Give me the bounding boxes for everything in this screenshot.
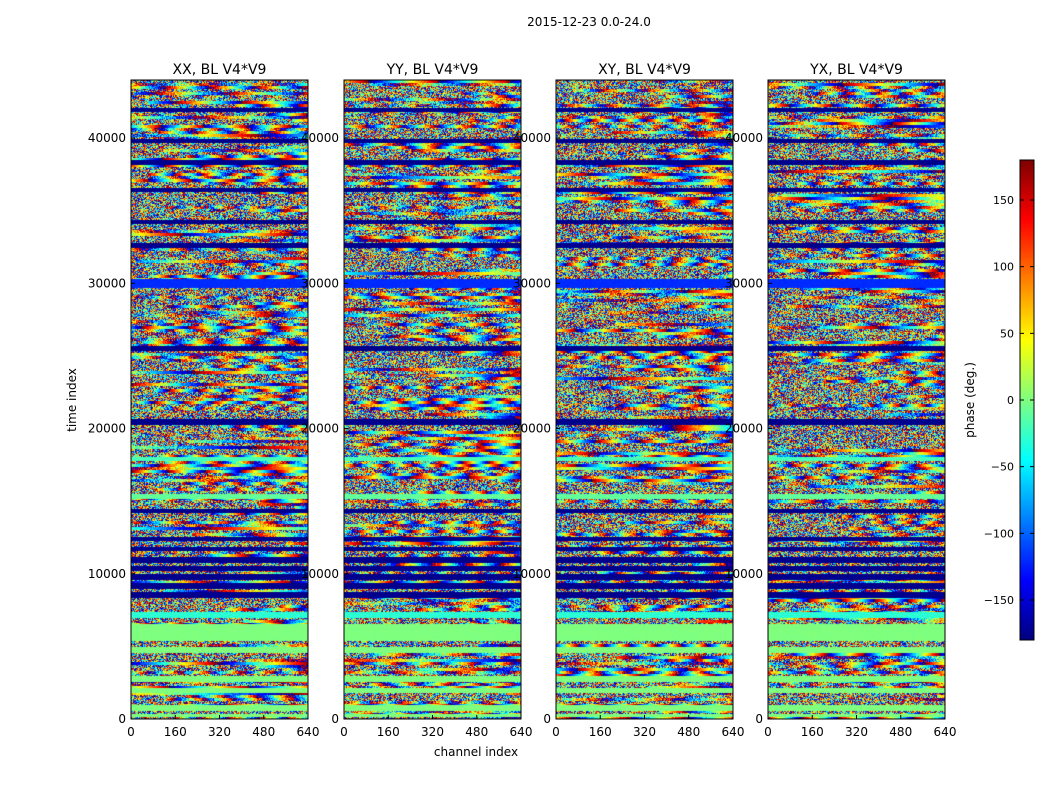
y-tick-label: 30000 bbox=[88, 276, 126, 290]
x-tick-label: 160 bbox=[164, 725, 187, 739]
y-tick-label: 20000 bbox=[88, 422, 126, 436]
colorbar-label: phase (deg.) bbox=[963, 362, 977, 438]
x-tick-label: 640 bbox=[297, 725, 320, 739]
x-tick-label: 480 bbox=[252, 725, 275, 739]
x-tick-label: 320 bbox=[208, 725, 231, 739]
colorbar-tick-label: −100 bbox=[984, 527, 1014, 540]
colorbar-tick-label: 0 bbox=[1007, 394, 1014, 407]
y-tick-label: 40000 bbox=[513, 131, 551, 145]
y-tick-label: 20000 bbox=[301, 422, 339, 436]
colorbar-tick-label: 50 bbox=[1000, 327, 1014, 340]
panel-3: XY, BL V4*V9 0 160 320 480 640 0 10000 20000 3000… bbox=[513, 62, 745, 739]
y-tick-label: 10000 bbox=[301, 567, 339, 581]
y-tick-label: 0 bbox=[755, 712, 763, 726]
x-tick-label: 640 bbox=[510, 725, 533, 739]
x-tick-label: 0 bbox=[127, 725, 135, 739]
x-tick-label: 320 bbox=[845, 725, 868, 739]
x-tick-label: 480 bbox=[889, 725, 912, 739]
colorbar-tick-label: −150 bbox=[984, 594, 1014, 607]
x-tick-label: 160 bbox=[801, 725, 824, 739]
x-axis-label: channel index bbox=[434, 745, 518, 759]
colorbar-tick-label: −50 bbox=[991, 461, 1014, 474]
x-tick-label: 160 bbox=[589, 725, 612, 739]
x-tick-label: 0 bbox=[552, 725, 560, 739]
x-tick-label: 0 bbox=[340, 725, 348, 739]
heatmap-image bbox=[556, 80, 733, 719]
y-tick-label: 40000 bbox=[725, 131, 763, 145]
x-tick-label: 320 bbox=[633, 725, 656, 739]
y-tick-label: 20000 bbox=[513, 422, 551, 436]
x-tick-label: 320 bbox=[421, 725, 444, 739]
panel-2: YY, BL V4*V9 0 160 320 480 640 0 10000 20000 3000… bbox=[301, 62, 533, 739]
heatmap-image bbox=[768, 80, 945, 719]
figure-suptitle: 2015-12-23 0.0-24.0 bbox=[527, 15, 651, 29]
heatmap-image bbox=[344, 80, 521, 719]
y-tick-label: 30000 bbox=[513, 276, 551, 290]
y-tick-label: 10000 bbox=[88, 567, 126, 581]
panel-title: XX, BL V4*V9 bbox=[173, 62, 267, 78]
heatmap-image bbox=[131, 80, 308, 719]
colorbar: 150 100 50 0 −50 −100 −150 bbox=[984, 159, 1035, 641]
y-tick-label: 30000 bbox=[301, 276, 339, 290]
y-tick-label: 20000 bbox=[725, 422, 763, 436]
colorbar-tick-label: 100 bbox=[993, 261, 1014, 274]
x-tick-label: 0 bbox=[764, 725, 772, 739]
x-tick-label: 640 bbox=[722, 725, 745, 739]
y-tick-label: 30000 bbox=[725, 276, 763, 290]
y-tick-label: 40000 bbox=[301, 131, 339, 145]
y-axis-label: time index bbox=[65, 368, 79, 432]
x-tick-label: 160 bbox=[377, 725, 400, 739]
panel-title: YY, BL V4*V9 bbox=[386, 62, 479, 78]
panel-4: YX, BL V4*V9 0 160 320 480 640 0 10000 20000 3000… bbox=[725, 62, 957, 739]
panel-1: XX, BL V4*V9 0 160 320 480 640 0 10000 20000 3000… bbox=[88, 62, 320, 739]
y-tick-label: 40000 bbox=[88, 131, 126, 145]
x-tick-label: 480 bbox=[465, 725, 488, 739]
colorbar-tick-label: 150 bbox=[993, 194, 1014, 207]
y-tick-label: 10000 bbox=[725, 567, 763, 581]
x-tick-label: 640 bbox=[934, 725, 957, 739]
panel-title: XY, BL V4*V9 bbox=[598, 62, 691, 78]
panel-title: YX, BL V4*V9 bbox=[809, 62, 903, 78]
y-tick-label: 0 bbox=[118, 712, 126, 726]
y-tick-label: 10000 bbox=[513, 567, 551, 581]
panels: XX, BL V4*V9 0 160 320 480 640 0 10000 20000 3000… bbox=[88, 62, 957, 739]
y-tick-label: 0 bbox=[331, 712, 339, 726]
y-tick-label: 0 bbox=[543, 712, 551, 726]
x-tick-label: 480 bbox=[677, 725, 700, 739]
